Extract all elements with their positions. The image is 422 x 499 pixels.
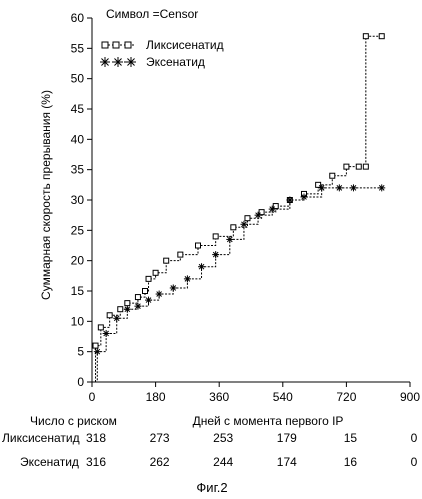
x-tick-label: 900: [400, 390, 420, 404]
series-point-0: [212, 233, 219, 240]
y-axis-label: Суммарная скорость прерывания (%): [39, 90, 53, 300]
series-point-0: [195, 242, 201, 249]
risk-cell: 273: [150, 431, 170, 445]
series-point-0: [230, 224, 237, 231]
legend-label-liksisenatid: Ликсисенатид: [146, 38, 224, 52]
risk-cell: 16: [344, 455, 358, 469]
series-point-0: [134, 294, 141, 301]
risk-cell: 253: [213, 431, 233, 445]
risk-table-title: Число с риском: [30, 414, 117, 428]
y-tick-label: 40: [71, 132, 85, 146]
series-point-0: [106, 312, 113, 319]
y-tick-label: 20: [71, 254, 85, 268]
series-point-0: [378, 33, 385, 40]
risk-cell: 318: [86, 431, 106, 445]
y-tick-label: 50: [71, 72, 85, 86]
series-line-1: [92, 187, 382, 383]
series-point-1: [254, 211, 262, 219]
y-tick-label: 15: [71, 284, 85, 298]
series-point-1: [226, 235, 234, 243]
x-tick-label: 720: [336, 390, 356, 404]
series-point-0: [117, 306, 124, 313]
risk-cell: 316: [86, 455, 106, 469]
series-point-0: [177, 251, 184, 258]
legend-star-marker: [113, 57, 123, 67]
series-point-0: [343, 163, 350, 170]
series-point-0: [124, 300, 131, 307]
series-point-0: [244, 215, 251, 222]
series-point-0: [362, 163, 369, 170]
y-tick-label: 0: [77, 375, 84, 389]
series-point-0: [362, 33, 369, 40]
series-point-0: [272, 203, 279, 210]
risk-row-label-1: Эксенатид: [20, 455, 79, 469]
series-point-0: [152, 269, 159, 276]
risk-row-label-0: Ликсисенатид: [2, 431, 80, 445]
risk-cell: 174: [277, 455, 297, 469]
series-point-1: [113, 314, 121, 322]
series-point-1: [123, 305, 131, 313]
y-tick-label: 25: [71, 223, 85, 237]
x-tick-label: 540: [273, 390, 293, 404]
x-axis-label: Дней с момента первого IP: [193, 414, 344, 428]
series-point-1: [155, 290, 163, 298]
series-point-1: [134, 302, 142, 310]
legend-title: Символ =Censor: [106, 7, 198, 21]
y-tick-label: 5: [77, 345, 84, 359]
y-tick-label: 60: [71, 11, 85, 25]
series-point-1: [169, 284, 177, 292]
x-tick-label: 180: [146, 390, 166, 404]
risk-cell: 244: [213, 455, 233, 469]
legend-label-eksenatid: Эксенатид: [146, 55, 205, 69]
series-point-1: [183, 275, 191, 283]
series-point-1: [93, 348, 101, 356]
risk-cell: 262: [150, 455, 170, 469]
y-tick-label: 35: [71, 163, 85, 177]
series-point-0: [329, 172, 336, 179]
series-point-1: [212, 251, 220, 259]
risk-cell: 179: [277, 431, 297, 445]
series-point-0: [258, 209, 265, 216]
series-point-0: [97, 324, 104, 331]
series-point-1: [378, 184, 386, 192]
legend-item-eksenatid: Эксенатид: [100, 55, 205, 69]
legend-item-liksisenatid: Ликсисенатид: [101, 38, 224, 52]
series-point-0: [315, 181, 322, 188]
series-point-0: [142, 288, 148, 294]
y-tick-label: 10: [71, 314, 85, 328]
x-tick-label: 0: [89, 390, 96, 404]
x-tick-label: 360: [209, 390, 229, 404]
series-point-0: [92, 342, 99, 349]
risk-cell: 0: [411, 431, 418, 445]
series-point-1: [318, 184, 326, 192]
series-point-1: [240, 220, 248, 228]
series-point-1: [335, 184, 343, 192]
series-point-0: [145, 275, 152, 282]
series-point-0: [355, 163, 362, 170]
legend-swatch-liksisenatid: [101, 41, 134, 49]
series-point-1: [198, 263, 206, 271]
legend-swatch-eksenatid: [100, 57, 136, 67]
y-tick-label: 30: [71, 193, 85, 207]
series-point-1: [268, 205, 276, 213]
figure-caption: Фиг.2: [196, 480, 227, 495]
risk-cell: 15: [344, 431, 358, 445]
series-point-1: [145, 296, 153, 304]
series-point-1: [102, 329, 110, 337]
series-point-1: [349, 184, 357, 192]
series-point-1: [286, 196, 294, 204]
legend-star-marker: [126, 57, 136, 67]
y-tick-label: 55: [71, 41, 85, 55]
series-point-1: [300, 193, 308, 201]
y-tick-label: 45: [71, 102, 85, 116]
series-point-0: [163, 257, 170, 264]
series-line-0: [92, 35, 382, 383]
legend-star-marker: [100, 57, 110, 67]
risk-cell: 0: [411, 455, 418, 469]
